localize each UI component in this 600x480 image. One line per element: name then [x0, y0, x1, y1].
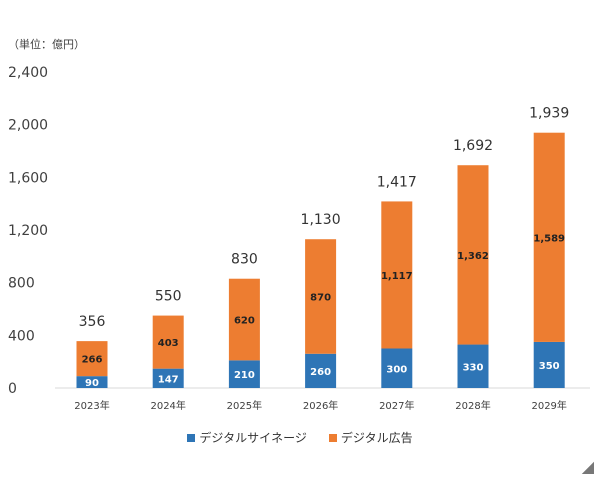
bar-ads	[152, 315, 184, 369]
total-label: 830	[231, 252, 258, 268]
y-tick-label: 2,000	[8, 118, 48, 134]
data-label: 870	[310, 292, 331, 303]
bar-ads	[457, 165, 489, 345]
x-tick-label: 2027年	[379, 399, 414, 412]
legend-item-ads: デジタル広告	[328, 429, 413, 446]
total-label: 1,939	[529, 106, 569, 122]
x-tick-label: 2025年	[227, 399, 262, 412]
bar-signage	[76, 376, 108, 388]
legend-label-ads: デジタル広告	[340, 431, 413, 445]
data-label: 300	[386, 364, 407, 375]
y-tick-label: 800	[8, 276, 35, 292]
data-label: 330	[463, 362, 484, 373]
legend: デジタルサイネージ デジタル広告	[0, 429, 600, 446]
total-label: 1,417	[377, 174, 417, 190]
data-label: 1,589	[533, 233, 565, 244]
y-tick-label: 0	[8, 381, 17, 397]
data-label: 90	[85, 378, 99, 389]
total-label: 550	[155, 289, 182, 305]
x-tick-label: 2026年	[303, 399, 338, 412]
y-tick-label: 2,400	[8, 65, 48, 81]
data-label: 147	[158, 374, 179, 385]
x-tick-label: 2028年	[455, 399, 490, 412]
x-tick-label: 2023年	[74, 399, 109, 412]
bar-ads	[228, 278, 260, 361]
data-label: 260	[310, 367, 331, 378]
legend-label-signage: デジタルサイネージ	[199, 431, 307, 445]
bar-signage	[305, 353, 337, 388]
bar-ads	[305, 239, 337, 354]
y-tick-label: 1,200	[8, 223, 48, 239]
x-tick-label: 2024年	[150, 399, 185, 412]
data-label: 266	[82, 355, 103, 366]
legend-swatch-signage	[187, 433, 196, 442]
bar-signage	[381, 348, 413, 388]
bar-signage	[457, 344, 489, 388]
data-label: 210	[234, 370, 255, 381]
legend-swatch-ads	[328, 433, 337, 442]
unit-label: （単位：億円）	[8, 38, 85, 51]
legend-item-signage: デジタルサイネージ	[187, 429, 307, 446]
data-label: 1,117	[381, 271, 413, 282]
logo: ◢	[581, 457, 594, 476]
y-tick-label: 1,600	[8, 170, 48, 186]
y-tick-label: 400	[8, 328, 35, 344]
x-tick-label: 2029年	[531, 399, 566, 412]
total-label: 1,130	[301, 212, 341, 228]
bar-ads	[381, 201, 413, 349]
data-label: 403	[158, 338, 179, 349]
total-label: 1,692	[453, 138, 493, 154]
bar-signage	[152, 368, 184, 388]
bar-ads	[76, 341, 108, 377]
bar-signage	[228, 360, 260, 388]
bar-signage	[533, 341, 565, 388]
total-label: 356	[79, 314, 106, 330]
data-label: 1,362	[457, 251, 489, 262]
data-label: 620	[234, 316, 255, 327]
bar-ads	[533, 132, 565, 342]
data-label: 350	[539, 361, 560, 372]
